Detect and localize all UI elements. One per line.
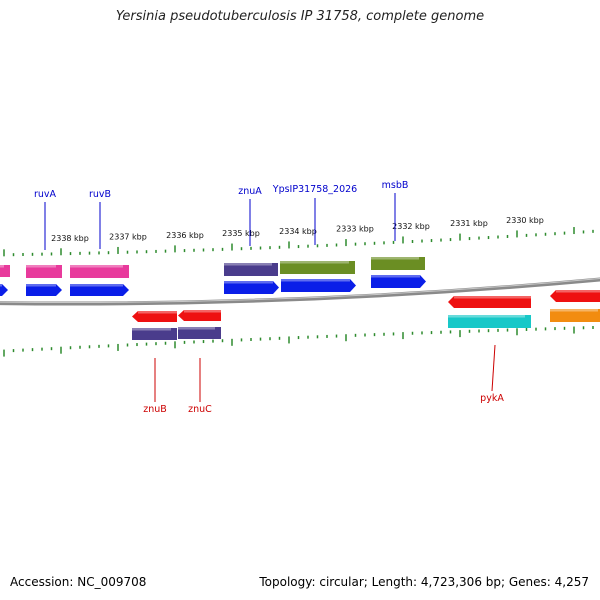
feature-blue-arrow-shine xyxy=(371,275,420,278)
gene-label-ruvB[interactable]: ruvB xyxy=(89,189,111,200)
lower-tick-track xyxy=(3,325,594,357)
feature-cyan-shine xyxy=(448,315,525,318)
feature-blue-arrow-shine xyxy=(26,284,56,287)
gene-label-YpsIP31758_2026[interactable]: YpsIP31758_2026 xyxy=(272,184,357,195)
feature-orange xyxy=(550,309,600,322)
feature-red-arrow-shine xyxy=(184,310,221,313)
feature-cyan xyxy=(448,315,531,328)
feature-blue-arrow xyxy=(281,279,356,292)
feature-red-arrow-shine xyxy=(138,311,177,314)
feature-navy-shine xyxy=(224,263,272,266)
kbp-tick-label: 2331 kbp xyxy=(450,219,488,228)
feature-blue-arrow xyxy=(26,284,62,296)
feature-pink xyxy=(70,265,129,278)
feature-navy xyxy=(178,327,221,339)
feature-pink-shine xyxy=(26,265,56,268)
topology-text: Topology: circular; Length: 4,723,306 bp… xyxy=(259,575,589,589)
gene-label-znuA[interactable]: znuA xyxy=(238,186,262,197)
genome-title: Yersinia pseudotuberculosis IP 31758, co… xyxy=(115,9,485,24)
feature-red-arrow xyxy=(132,311,177,322)
feature-navy xyxy=(224,263,278,276)
feature-orange-shine xyxy=(550,309,598,312)
feature-blue-arrow-shine xyxy=(70,284,123,287)
feature-red-arrow xyxy=(178,310,221,321)
feature-navy-shine xyxy=(132,328,171,331)
gene-labels: ruvA ruvB znuA YpsIP31758_2026 msbB znuB znuC p… xyxy=(34,180,504,415)
feature-blue-arrow xyxy=(371,275,426,288)
feature-navy xyxy=(132,328,177,340)
feature-olive xyxy=(280,261,355,274)
genome-backbone-highlight xyxy=(0,277,600,303)
feature-navy-shine xyxy=(178,327,215,330)
gene-label-znuB[interactable]: znuB xyxy=(143,404,167,415)
kbp-tick-labels: 2338 kbp 2337 kbp 2336 kbp 2335 kbp 2334 kbp… xyxy=(51,216,544,243)
gene-label-pykA[interactable]: pykA xyxy=(480,393,504,404)
feature-blue-arrow xyxy=(70,284,129,296)
feature-blue-arrow xyxy=(224,281,279,294)
feature-pink xyxy=(0,265,10,277)
feature-pink-shine xyxy=(70,265,123,268)
feature-pink xyxy=(26,265,62,278)
feature-blue-arrow-shine xyxy=(224,281,273,284)
feature-pink-shine xyxy=(0,265,4,268)
feature-blue-arrow xyxy=(0,284,8,296)
feature-red-arrow xyxy=(448,296,531,308)
kbp-tick-label: 2332 kbp xyxy=(392,222,430,231)
feature-olive xyxy=(371,257,425,270)
accession-text: Accession: NC_009708 xyxy=(10,575,147,589)
upper-tick-track xyxy=(3,227,594,257)
gene-label-ruvA[interactable]: ruvA xyxy=(34,189,57,200)
kbp-tick-label: 2333 kbp xyxy=(336,225,374,234)
gene-connector xyxy=(491,344,496,392)
kbp-tick-label: 2336 kbp xyxy=(166,231,204,240)
feature-blue-arrow-shine xyxy=(281,279,350,282)
kbp-tick-label: 2335 kbp xyxy=(222,229,260,238)
feature-blue-arrow-shine xyxy=(0,284,2,287)
feature-red-arrow xyxy=(550,290,600,302)
kbp-tick-label: 2338 kbp xyxy=(51,234,89,243)
kbp-tick-label: 2330 kbp xyxy=(506,216,544,225)
feature-olive-shine xyxy=(280,261,349,264)
feature-red-arrow-shine xyxy=(556,290,600,293)
kbp-tick-label: 2334 kbp xyxy=(279,227,317,236)
gene-features xyxy=(0,257,600,340)
gene-label-znuC[interactable]: znuC xyxy=(188,404,212,415)
genome-backbone xyxy=(0,277,600,306)
feature-olive-shine xyxy=(371,257,419,260)
gene-label-msbB[interactable]: msbB xyxy=(382,180,409,191)
kbp-tick-label: 2337 kbp xyxy=(109,233,147,242)
feature-red-arrow-shine xyxy=(454,296,531,299)
